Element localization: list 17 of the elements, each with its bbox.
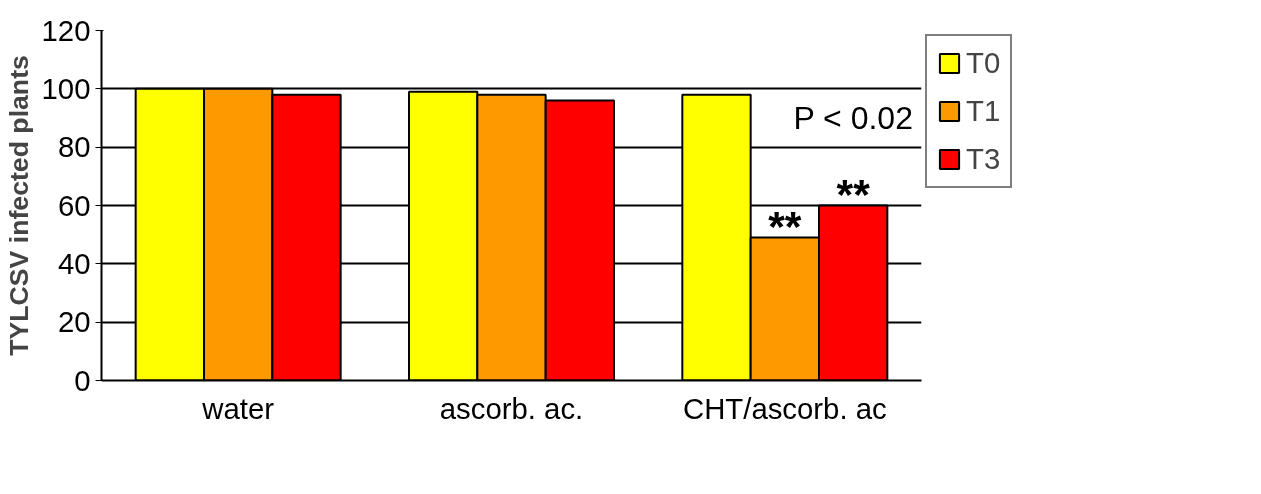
y-tick-label: 80 [57,130,91,164]
y-tick-label: 40 [57,246,91,280]
x-tick-label: CHT/ascorb. ac [682,391,887,425]
y-tick-label: 60 [57,188,91,222]
annotation: ** [768,201,802,250]
y-tick-label: 0 [74,363,91,397]
legend-label: T0 [966,46,1001,80]
y-axis-title: TYLCSV infected plants [3,55,34,356]
legend-label: T3 [966,142,1001,176]
annotation: P < 0.02 [793,100,913,136]
x-tick-label: ascorb. ac. [439,391,584,425]
legend-label: T1 [966,94,1001,128]
x-tick-label: water [201,391,275,425]
y-tick-label: 120 [41,13,91,47]
annotation: ** [836,169,871,218]
y-tick-label: 100 [41,71,91,105]
y-tick-label: 20 [57,305,91,339]
